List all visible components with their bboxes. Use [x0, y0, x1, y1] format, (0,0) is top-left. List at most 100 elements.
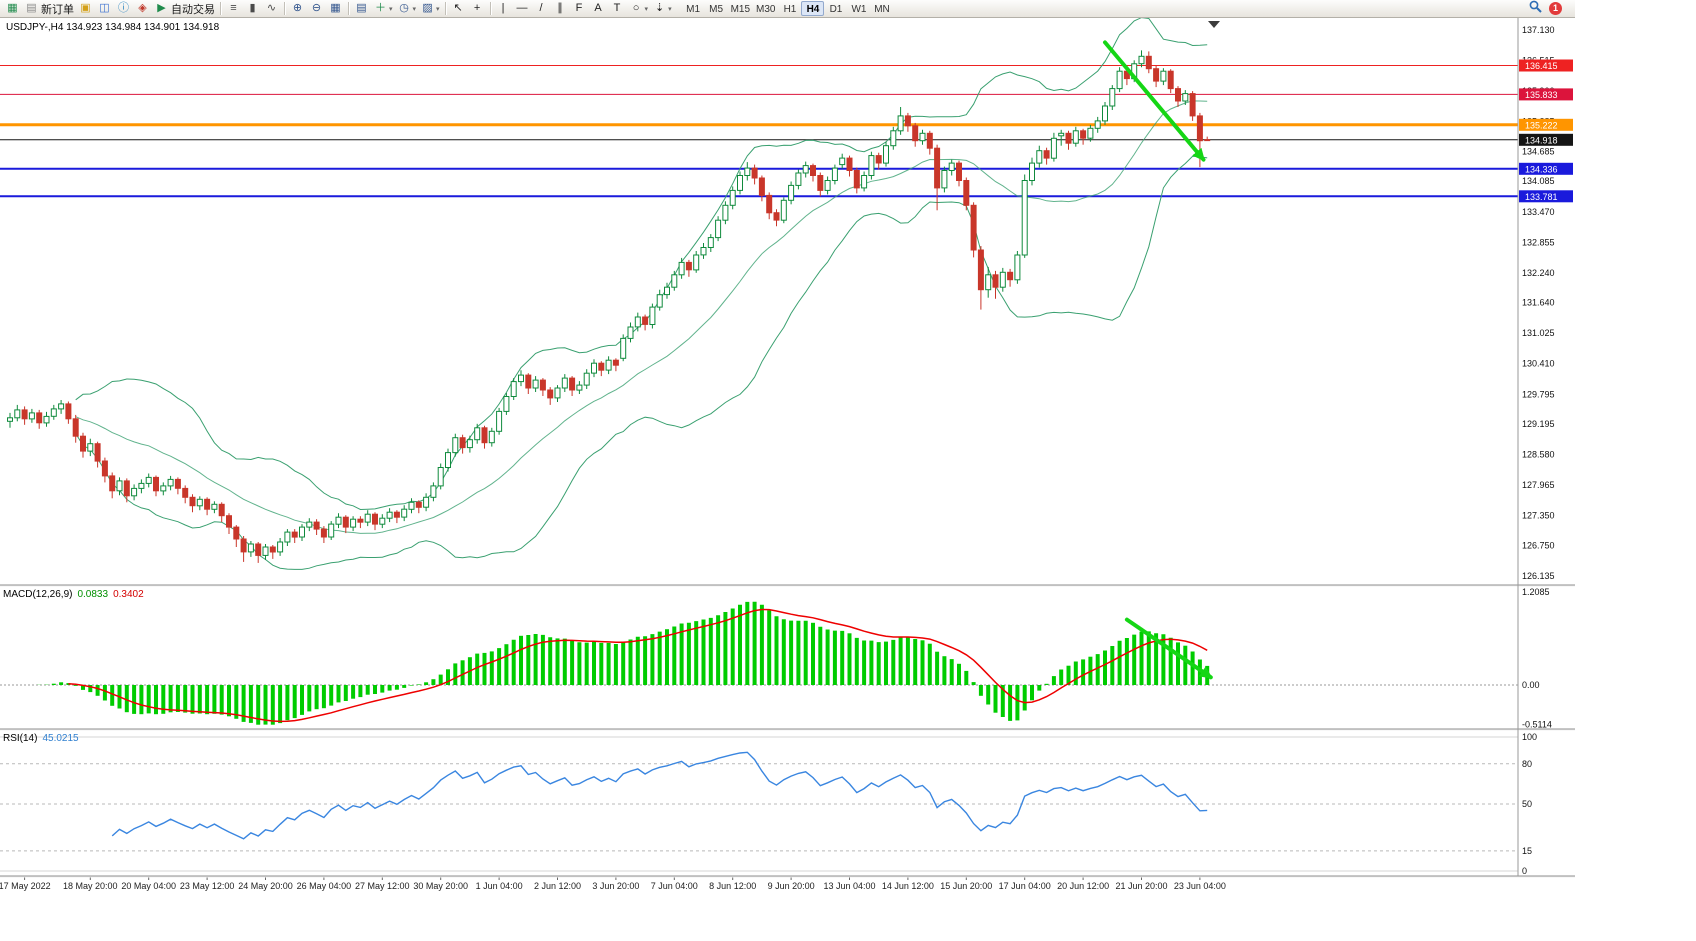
time-axis-label: 18 May 20:00 — [63, 881, 118, 891]
bullish-candle — [664, 286, 670, 296]
timeframe-button-h4[interactable]: H4 — [801, 1, 825, 16]
timeframe-button-m15[interactable]: M15 — [730, 4, 751, 15]
info-icon[interactable]: ⓘ — [114, 1, 133, 17]
candlestick-chart-icon[interactable]: ▮ — [243, 1, 262, 17]
toolbar-separator — [220, 2, 221, 15]
alerts-icon[interactable]: ◈ — [133, 1, 152, 17]
price-badge-135.833 — [1519, 88, 1573, 101]
time-axis-label: 15 Jun 20:00 — [940, 881, 992, 891]
bearish-candle — [204, 498, 211, 510]
autotrading-glyph: ▶ — [157, 2, 166, 14]
bullish-candle — [861, 175, 868, 189]
timeframe-button-h1[interactable]: H1 — [783, 4, 797, 15]
bearish-candle — [123, 480, 130, 497]
bullish-candle — [576, 384, 583, 391]
channel-icon[interactable]: ∥ — [551, 1, 570, 17]
bar-chart-icon[interactable]: ≡ — [224, 1, 243, 17]
timeframe-button-w1[interactable]: W1 — [851, 4, 867, 15]
bearish-candle — [233, 526, 240, 540]
indicators-icon-dropdown[interactable]: ▾ — [389, 5, 393, 13]
price-axis[interactable]: 137.130136.515135.900135.285134.685134.0… — [1519, 25, 1573, 876]
timeframe-button-m1[interactable]: M1 — [686, 4, 701, 15]
bearish-candle — [80, 435, 86, 452]
price-axis-label: 134.685 — [1522, 146, 1555, 156]
bearish-candle — [853, 170, 860, 189]
auto-arrange-icon[interactable]: ▤ — [352, 1, 371, 17]
price-axis-label: 132.240 — [1522, 268, 1555, 278]
bullish-candle — [277, 541, 284, 553]
rsi-scale-label: 0 — [1522, 866, 1527, 876]
shapes-icon[interactable]: ○ ▾ — [627, 1, 651, 17]
basket-icon[interactable]: ▣ — [76, 1, 95, 17]
price-axis-label: 128.580 — [1522, 450, 1555, 460]
bullish-candle — [649, 306, 656, 326]
text-icon[interactable]: A — [589, 1, 608, 17]
bullish-candle — [474, 427, 481, 441]
trendline-icon[interactable]: / — [532, 1, 551, 17]
price-badge-136.415 — [1519, 59, 1573, 72]
toolbar-buttons: ▦ ▤ 新订单 ▣ ◫ ⓘ ◈ ▶ 自动交易 ≡ ▮ ∿ ⊕ ⊖ ▦ ▤ ＋ ▾ ◷ ▾ ▨ ▾ ↖ + | — / ∥ F A T ○ ▾ ⇣ ▾ — [3, 1, 674, 17]
search-icon[interactable] — [1529, 0, 1542, 18]
new-chart-icon[interactable]: ▦ — [3, 1, 22, 17]
templates-icon-dropdown[interactable]: ▾ — [436, 5, 440, 13]
price-badge-label: 135.222 — [1525, 120, 1558, 130]
price-badge-label: 135.833 — [1525, 90, 1558, 100]
toolbar-separator — [444, 2, 446, 15]
zoom-out-icon[interactable]: ⊖ — [307, 1, 326, 17]
notification-badge[interactable]: 1 — [1549, 2, 1562, 15]
cursor-icon[interactable]: ↖ — [449, 1, 468, 17]
bearish-candle — [977, 249, 984, 291]
new-order-button-label: 新订单 — [41, 3, 74, 16]
text-label-icon[interactable]: T — [608, 1, 627, 17]
bearish-candle — [372, 513, 378, 525]
periods-icon[interactable]: ◷ ▾ — [395, 1, 419, 17]
timeframe-button-d1[interactable]: D1 — [829, 4, 843, 15]
bearish-candle — [773, 212, 780, 221]
trend-arrow-macd[interactable] — [1124, 617, 1213, 680]
timeframe-button-mn[interactable]: MN — [874, 4, 890, 15]
line-chart-icon[interactable]: ∿ — [262, 1, 281, 17]
time-axis-label: 17 Jun 04:00 — [999, 881, 1051, 891]
horizontal-line-icon-glyph: — — [516, 2, 528, 14]
bearish-candle — [174, 478, 181, 489]
bullish-candle — [561, 377, 568, 389]
periods-icon-dropdown[interactable]: ▾ — [412, 5, 417, 13]
autotrading-button[interactable]: ▶ 自动交易 — [152, 1, 217, 17]
bullish-candle — [299, 526, 305, 538]
bearish-candle — [970, 204, 977, 251]
tile-windows-icon[interactable]: ▦ — [326, 1, 345, 17]
arrows-icon-dropdown[interactable]: ▾ — [668, 5, 672, 13]
bullish-candle — [131, 487, 138, 497]
vertical-line-icon[interactable]: | — [494, 1, 513, 17]
time-axis-label: 20 May 04:00 — [121, 881, 176, 891]
zoom-in-icon[interactable]: ⊕ — [288, 1, 307, 17]
fibonacci-icon[interactable]: F — [570, 1, 589, 17]
indicators-icon-glyph: ＋ — [375, 2, 386, 14]
bullish-candle — [1087, 127, 1094, 139]
new-order-button[interactable]: ▤ 新订单 — [22, 1, 76, 17]
timeframe-toolbar: M1 M5 M15 M30 H1 H4 D1 W1 MN — [682, 1, 894, 16]
bearish-candle — [182, 487, 189, 498]
toolbar-separator — [284, 2, 285, 15]
indicators-icon[interactable]: ＋ ▾ — [371, 1, 395, 17]
trend-arrow-main[interactable] — [1103, 40, 1206, 162]
bullish-candle — [328, 523, 335, 538]
crosshair-icon[interactable]: + — [468, 1, 487, 17]
time-axis[interactable]: 17 May 2022 18 May 20:00 20 May 04:00 23 Ma… — [0, 876, 1226, 891]
chart-window-icon[interactable]: ◫ — [95, 1, 114, 17]
chart-shift-marker-icon[interactable] — [1208, 21, 1220, 28]
timeframe-button-m30[interactable]: M30 — [756, 4, 776, 15]
time-axis-label: 8 Jun 12:00 — [709, 881, 756, 891]
shapes-icon-dropdown[interactable]: ▾ — [644, 5, 649, 13]
arrows-icon[interactable]: ⇣ ▾ — [650, 1, 674, 17]
bullish-candle — [28, 412, 35, 420]
horizontal-line-icon[interactable]: — — [513, 1, 532, 17]
price-axis-label: 126.135 — [1522, 571, 1555, 581]
bearish-candle — [598, 362, 605, 371]
macd-scale-label: 0.00 — [1522, 680, 1540, 690]
timeframe-button-m5[interactable]: M5 — [709, 4, 724, 15]
bearish-candle — [766, 194, 773, 214]
templates-icon[interactable]: ▨ ▾ — [418, 1, 442, 17]
bullish-candle — [503, 396, 510, 412]
